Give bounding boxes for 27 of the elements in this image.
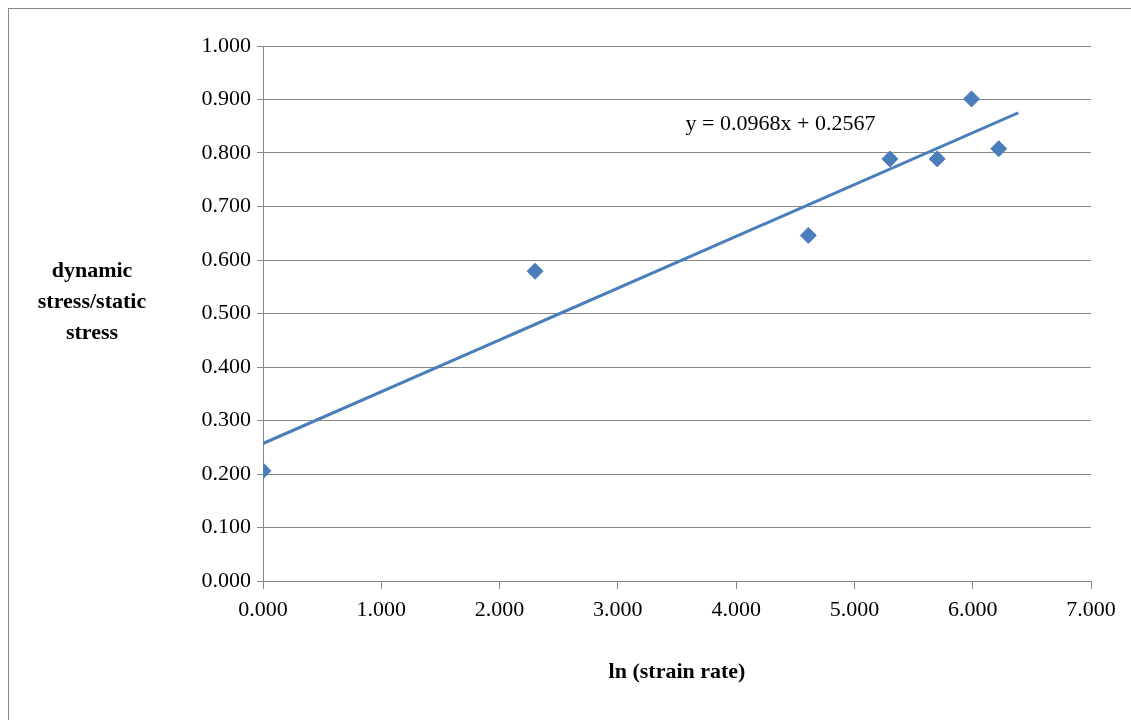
y-tick-label: 0.800	[201, 138, 251, 164]
y-axis-title: dynamic stress/static stress	[36, 256, 148, 346]
annotation: y = 0.0968x + 0.2567	[685, 110, 876, 136]
x-tick-label: 2.000	[474, 595, 525, 621]
y-tick-label: 0.500	[201, 299, 251, 325]
x-tick-label: 1.000	[356, 595, 407, 621]
y-tick-label: 0.100	[201, 513, 251, 539]
point	[963, 90, 981, 108]
y-tick-label: 0.400	[201, 352, 251, 378]
y-tick-label: 0.300	[201, 406, 251, 432]
point	[990, 140, 1008, 158]
y-tick-label: 0.000	[201, 566, 251, 592]
x-axis-title: ln (strain rate)	[608, 658, 746, 684]
x-tick-label: 7.000	[1066, 595, 1116, 621]
y-tick-label: 0.700	[201, 192, 251, 218]
x-tick-label: 5.000	[829, 595, 880, 621]
point	[881, 150, 899, 168]
x-tick-label: 4.000	[711, 595, 761, 621]
y-tick-label: 1.000	[201, 31, 251, 57]
y-tick-label: 0.600	[201, 245, 251, 271]
x-tick-label: 6.000	[947, 595, 998, 621]
point	[799, 226, 817, 244]
point	[928, 150, 946, 168]
y-tick-label: 0.900	[201, 85, 251, 111]
y-tick-label: 0.200	[201, 459, 251, 485]
x-tick-label: 0.000	[238, 595, 288, 621]
x-tick-label: 3.000	[593, 595, 643, 621]
